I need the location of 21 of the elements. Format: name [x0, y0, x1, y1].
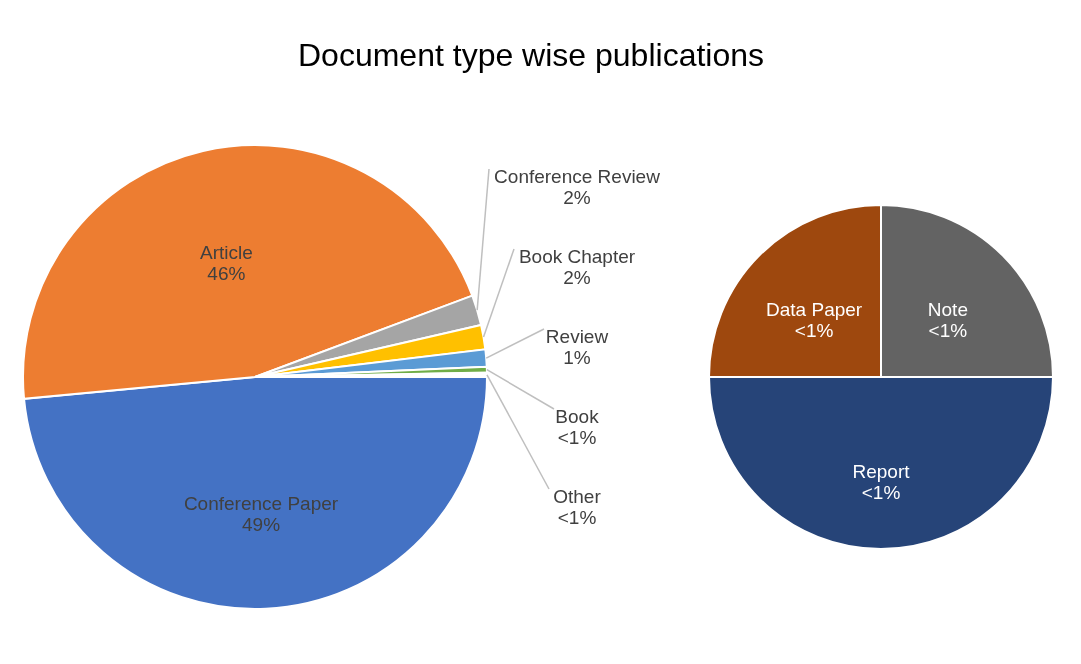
slice-label: Conference Review: [494, 166, 661, 187]
data-label: 2%: [563, 187, 591, 208]
slice-label: Other: [553, 486, 602, 507]
slice-label: Book Chapter: [518, 246, 636, 267]
slice-label: Article: [199, 241, 253, 263]
slice-label: Note: [927, 299, 968, 321]
data-label: 2%: [563, 267, 591, 288]
chart-title: Document type wise publications: [297, 37, 765, 73]
data-label: <1%: [861, 481, 901, 503]
data-label: <1%: [557, 507, 597, 528]
data-label: 46%: [207, 262, 246, 284]
slice-label: Conference Paper: [183, 493, 339, 515]
slice-label: Review: [545, 326, 609, 347]
slice-label: Report: [852, 460, 911, 482]
slice-label: Book: [555, 406, 600, 427]
slice-label: Data Paper: [766, 299, 863, 321]
data-label: <1%: [794, 320, 834, 342]
data-label: 1%: [563, 347, 591, 368]
data-label: 49%: [242, 514, 281, 536]
data-label: <1%: [557, 427, 597, 448]
data-label: <1%: [928, 320, 968, 342]
